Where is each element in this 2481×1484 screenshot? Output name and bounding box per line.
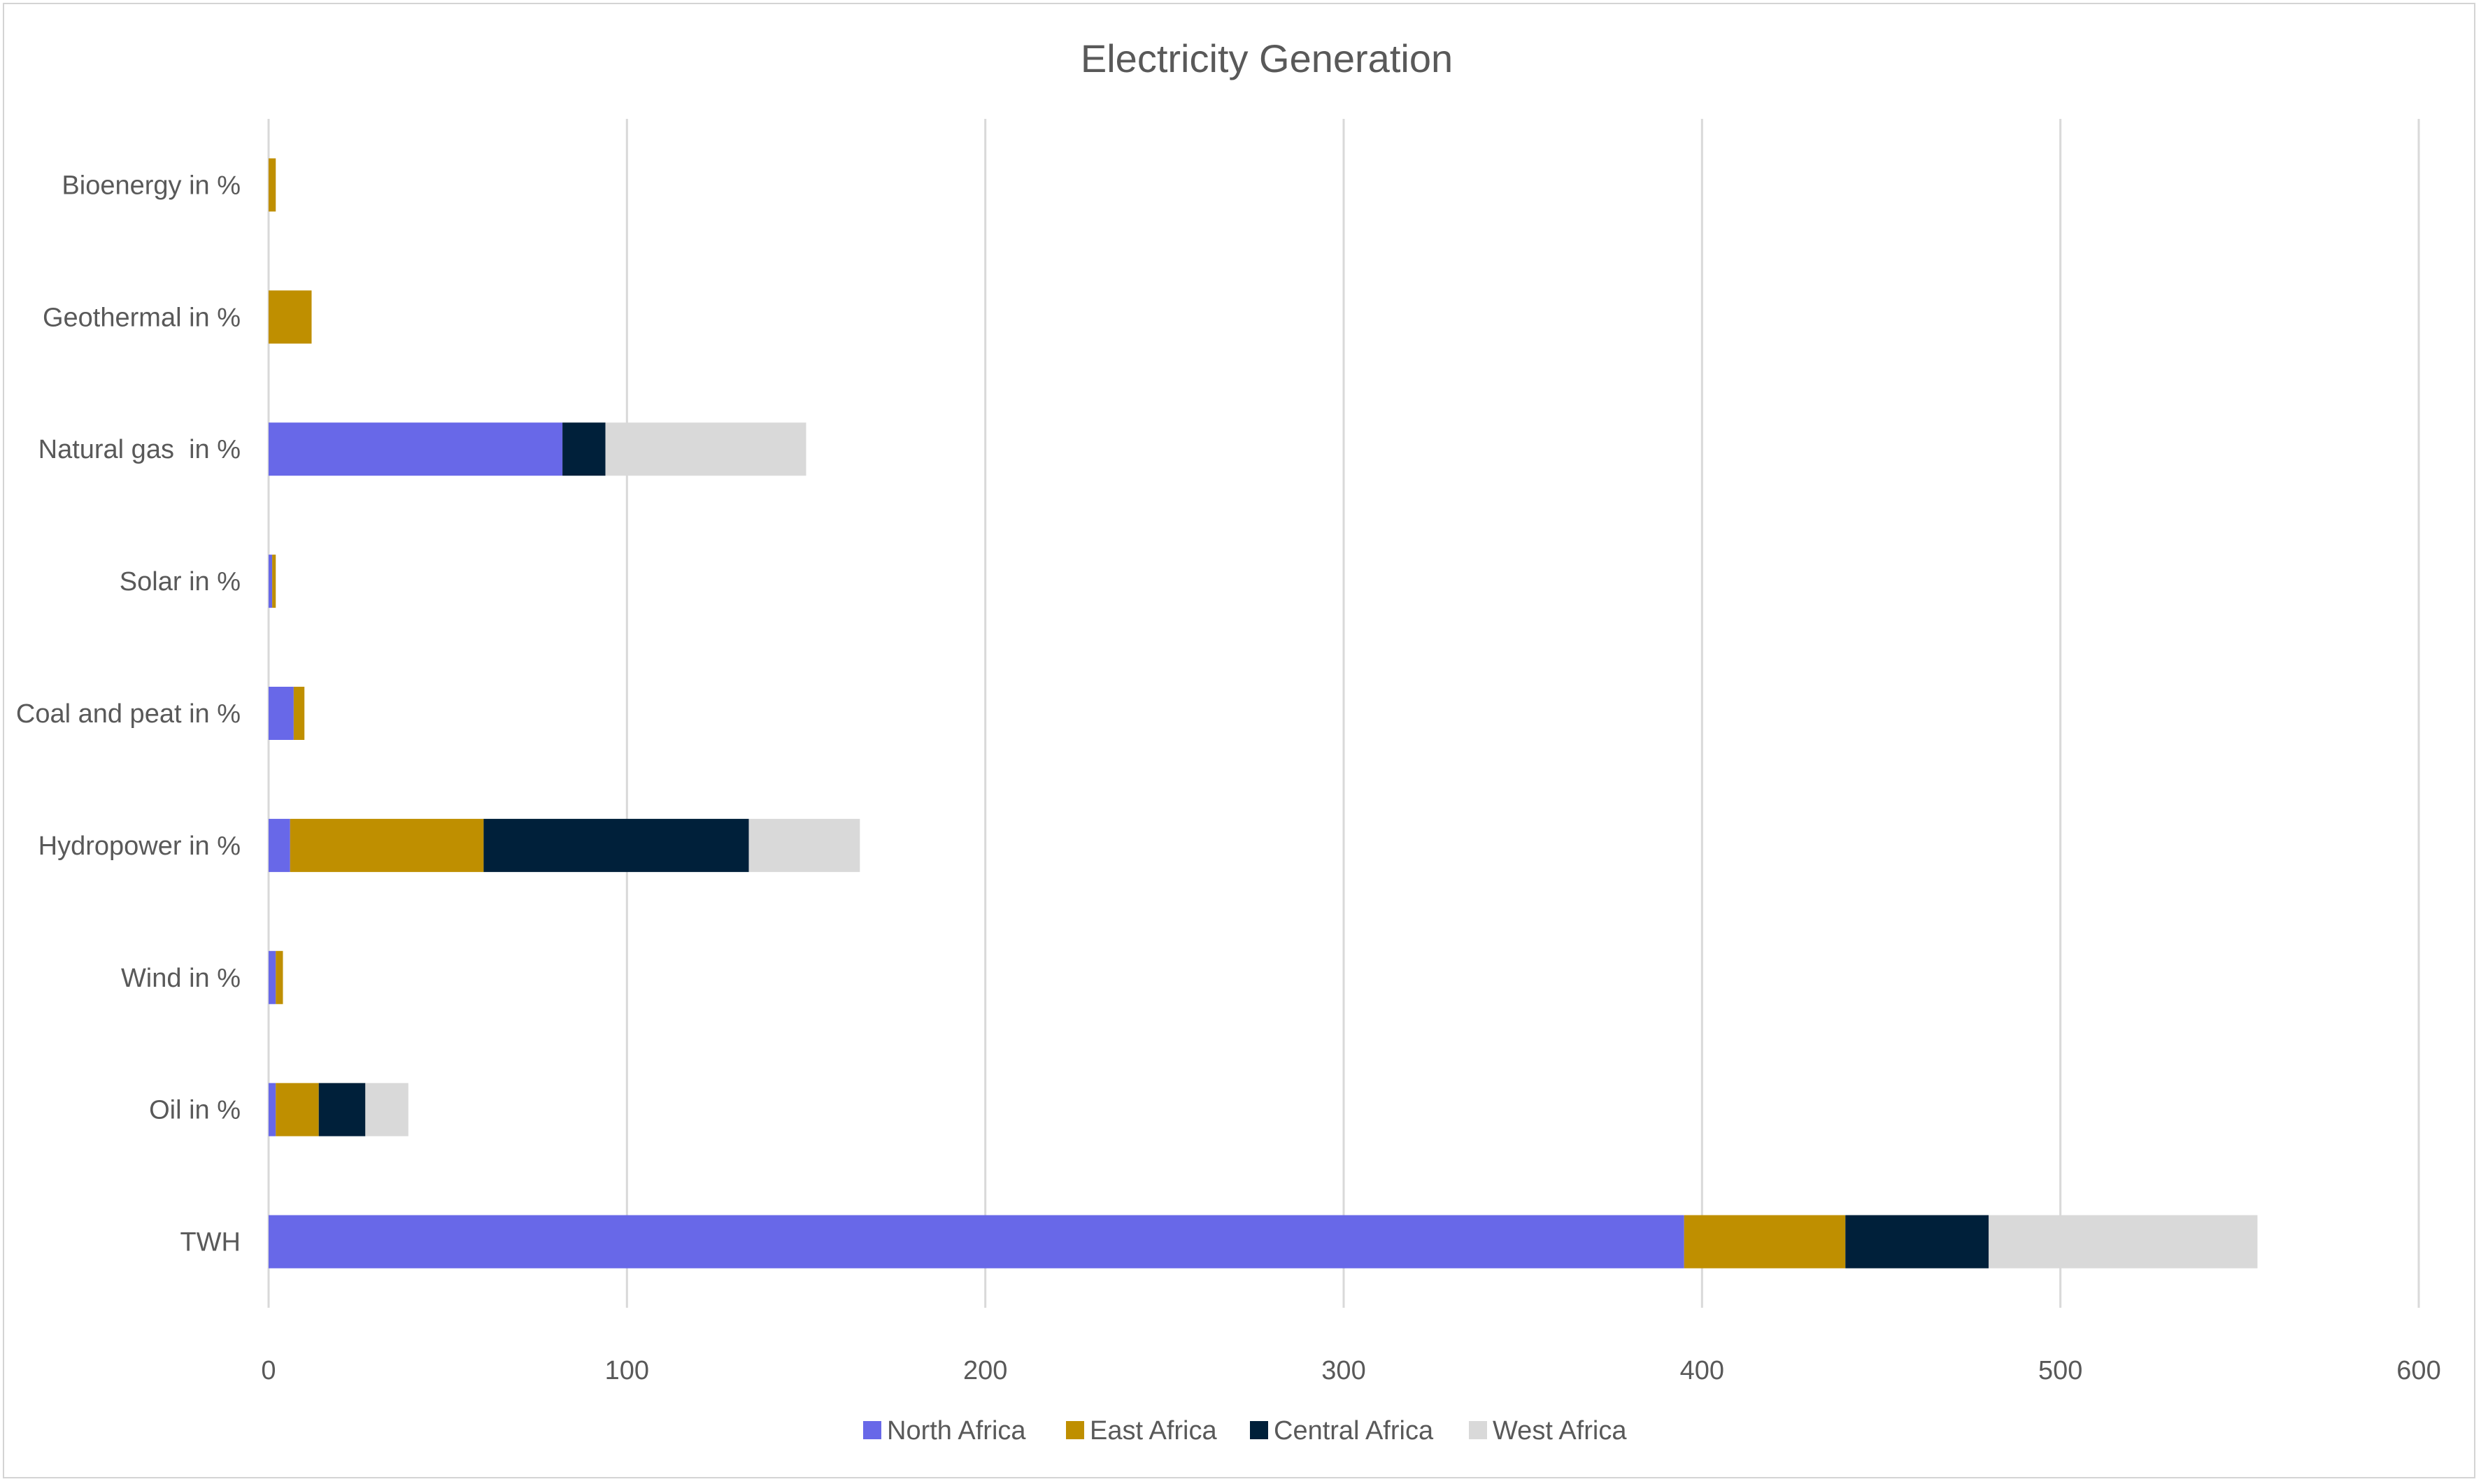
bar-segment: [318, 1083, 366, 1136]
bar-segment: [269, 1083, 276, 1136]
bar-segment: [748, 818, 860, 872]
bar-segment: [1684, 1215, 1846, 1269]
bar-segment: [269, 818, 290, 872]
bar-segment: [272, 555, 276, 608]
legend-label: West Africa: [1493, 1416, 1627, 1446]
bars: [269, 158, 2258, 1269]
legend-label: Central Africa: [1274, 1416, 1434, 1446]
bar-segment: [605, 422, 806, 476]
bar-segment: [290, 818, 484, 872]
bar-segment: [269, 290, 312, 344]
bar-segment: [269, 950, 276, 1004]
y-category-label: Oil in %: [149, 1096, 241, 1125]
bar-segment: [293, 687, 305, 740]
x-axis-labels: 0 100 200 300 400 500 600: [261, 1356, 2440, 1385]
bar-segment: [483, 818, 749, 872]
x-tick-label: 400: [1680, 1356, 1724, 1385]
bar-segment: [269, 422, 563, 476]
bar-segment: [365, 1083, 408, 1136]
x-tick-label: 200: [963, 1356, 1007, 1385]
y-axis-labels: Bioenergy in % Geothermal in % Natural gas…: [16, 171, 241, 1257]
bar-segment: [276, 950, 283, 1004]
y-category-label: Solar in %: [120, 567, 241, 597]
legend-swatch: [1066, 1421, 1084, 1439]
x-tick-label: 100: [605, 1356, 649, 1385]
x-tick-label: 600: [2396, 1356, 2440, 1385]
bar-segment: [269, 555, 273, 608]
x-tick-label: 300: [1321, 1356, 1365, 1385]
gridlines: [267, 119, 2420, 1308]
y-category-label: Wind in %: [121, 964, 241, 993]
x-tick-label: 500: [2038, 1356, 2082, 1385]
bar-segment: [269, 1215, 1684, 1269]
legend-swatch: [1469, 1421, 1487, 1439]
y-category-label: Bioenergy in %: [62, 171, 241, 200]
legend-swatch: [863, 1421, 881, 1439]
legend: North Africa East Africa Central Africa Wes…: [863, 1416, 1627, 1446]
y-category-label: Hydropower in %: [38, 832, 241, 861]
y-category-label: Coal and peat in %: [16, 699, 241, 729]
bar-segment: [269, 158, 276, 212]
y-category-label: Natural gas in %: [38, 435, 241, 464]
bar-segment: [269, 687, 294, 740]
x-tick-label: 0: [261, 1356, 276, 1385]
chart-title: Electricity Generation: [1081, 36, 1453, 80]
legend-swatch: [1250, 1421, 1268, 1439]
bar-segment: [1845, 1215, 1989, 1269]
bar-segment: [562, 422, 606, 476]
legend-label: North Africa: [887, 1416, 1026, 1446]
legend-label: East Africa: [1090, 1416, 1217, 1446]
y-category-label: Geothermal in %: [43, 303, 241, 332]
bar-segment: [276, 1083, 319, 1136]
y-category-label: TWH: [180, 1228, 241, 1257]
bar-segment: [1989, 1215, 2258, 1269]
